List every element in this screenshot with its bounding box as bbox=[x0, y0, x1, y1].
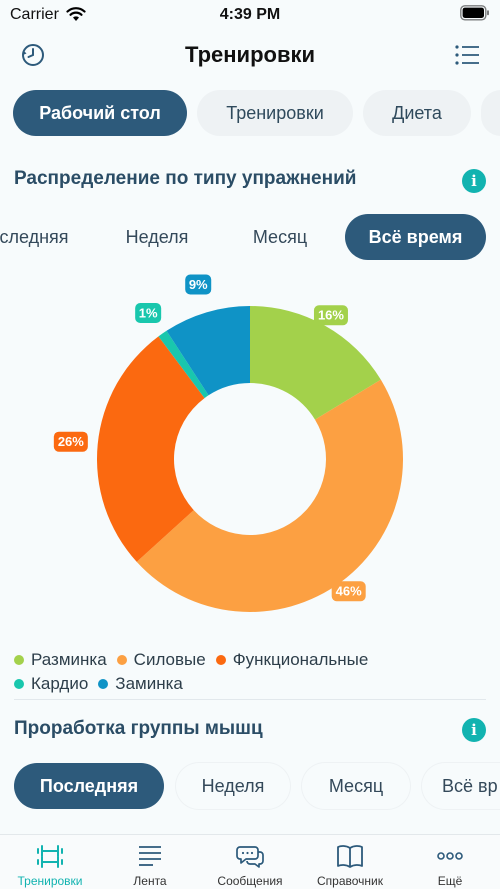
carrier-label: Carrier bbox=[10, 6, 59, 23]
svg-text:16%: 16% bbox=[318, 308, 344, 323]
period-all-time[interactable]: Всё время bbox=[345, 214, 486, 260]
svg-text:26%: 26% bbox=[58, 434, 84, 449]
slice-label-3: 1% bbox=[135, 303, 162, 324]
period-week[interactable]: Неделя bbox=[125, 226, 189, 247]
history-icon[interactable] bbox=[20, 42, 46, 68]
bottom-tab-label: Справочник bbox=[317, 874, 383, 888]
bottom-tab-bar: Тренировки Лента Сообщения Справочник bbox=[0, 834, 500, 889]
donut-slice-1[interactable] bbox=[136, 379, 404, 612]
muscle-group-title: Проработка группы мышц bbox=[14, 718, 263, 739]
bottom-tab-label: Сообщения bbox=[217, 874, 283, 888]
svg-text:9%: 9% bbox=[189, 277, 208, 292]
bottom-tab-workouts[interactable]: Тренировки bbox=[0, 843, 100, 888]
slice-label-0: 16% bbox=[313, 305, 348, 326]
nav-bar: Тренировки bbox=[0, 32, 500, 80]
bottom-tab-label: Ещё bbox=[437, 874, 463, 888]
legend-item-cooldown: Заминка bbox=[98, 674, 183, 694]
donut-slice-4[interactable] bbox=[166, 306, 250, 396]
more-icon bbox=[437, 852, 463, 860]
exercise-donut-chart: 16% 46% 26% 1% 9% bbox=[53, 274, 404, 612]
list-icon[interactable] bbox=[454, 44, 480, 66]
chat-icon bbox=[236, 846, 264, 868]
info-icon[interactable]: i bbox=[462, 169, 486, 193]
donut-slice-3[interactable] bbox=[158, 330, 209, 399]
top-tabs: Рабочий стол Тренировки Диета bbox=[0, 90, 500, 138]
legend-item-functional: Функциональные bbox=[215, 650, 368, 670]
bottom-tab-reference[interactable]: Справочник bbox=[300, 843, 400, 888]
tab-dashboard[interactable]: Рабочий стол bbox=[13, 90, 187, 136]
period-selector: следняя Неделя Месяц Всё время bbox=[0, 214, 500, 262]
muscle-period-selector: Последняя Неделя Месяц Всё вр bbox=[0, 763, 500, 811]
bottom-tab-messages[interactable]: Сообщения bbox=[200, 843, 300, 888]
bottom-tab-label: Лента bbox=[133, 874, 167, 888]
feed-icon bbox=[139, 846, 161, 866]
clock-time: 4:39 PM bbox=[219, 6, 281, 23]
bottom-tab-label: Тренировки bbox=[17, 874, 83, 888]
chart-legend: Разминка Силовые Функциональные Кардио З… bbox=[14, 648, 494, 696]
slice-label-1: 46% bbox=[331, 581, 366, 602]
status-bar: Carrier 4:39 PM bbox=[0, 0, 500, 32]
period-last[interactable]: следняя bbox=[0, 226, 69, 247]
donut-slice-0[interactable] bbox=[250, 306, 381, 420]
muscle-period-all-time[interactable]: Всё вр bbox=[422, 763, 500, 809]
svg-text:46%: 46% bbox=[336, 584, 362, 599]
exercise-distribution-title: Распределение по типу упражнений bbox=[14, 168, 357, 189]
legend-item-warmup: Разминка bbox=[14, 650, 107, 670]
tab-workouts[interactable]: Тренировки bbox=[197, 90, 353, 136]
legend-item-strength: Силовые bbox=[116, 650, 206, 670]
bottom-tab-feed[interactable]: Лента bbox=[100, 843, 200, 888]
bottom-tab-more[interactable]: Ещё bbox=[400, 843, 500, 888]
tab-diet[interactable]: Диета bbox=[363, 90, 471, 136]
page-title: Тренировки bbox=[184, 42, 316, 67]
donut-slice-2[interactable] bbox=[96, 336, 205, 562]
dumbbell-icon bbox=[37, 845, 63, 868]
muscle-period-last[interactable]: Последняя bbox=[14, 763, 164, 809]
slice-label-2: 26% bbox=[53, 431, 88, 452]
wifi-icon bbox=[66, 7, 86, 21]
book-icon bbox=[337, 845, 363, 868]
slice-label-4: 9% bbox=[185, 274, 212, 295]
period-month[interactable]: Месяц bbox=[252, 226, 308, 247]
battery-icon bbox=[460, 5, 489, 21]
tab-next[interactable] bbox=[481, 90, 500, 136]
svg-text:1%: 1% bbox=[139, 306, 158, 321]
muscle-period-week[interactable]: Неделя bbox=[176, 763, 290, 809]
legend-item-cardio: Кардио bbox=[14, 674, 88, 694]
section-divider bbox=[14, 699, 486, 700]
muscle-period-month[interactable]: Месяц bbox=[302, 763, 410, 809]
info-icon[interactable]: i bbox=[462, 718, 486, 742]
